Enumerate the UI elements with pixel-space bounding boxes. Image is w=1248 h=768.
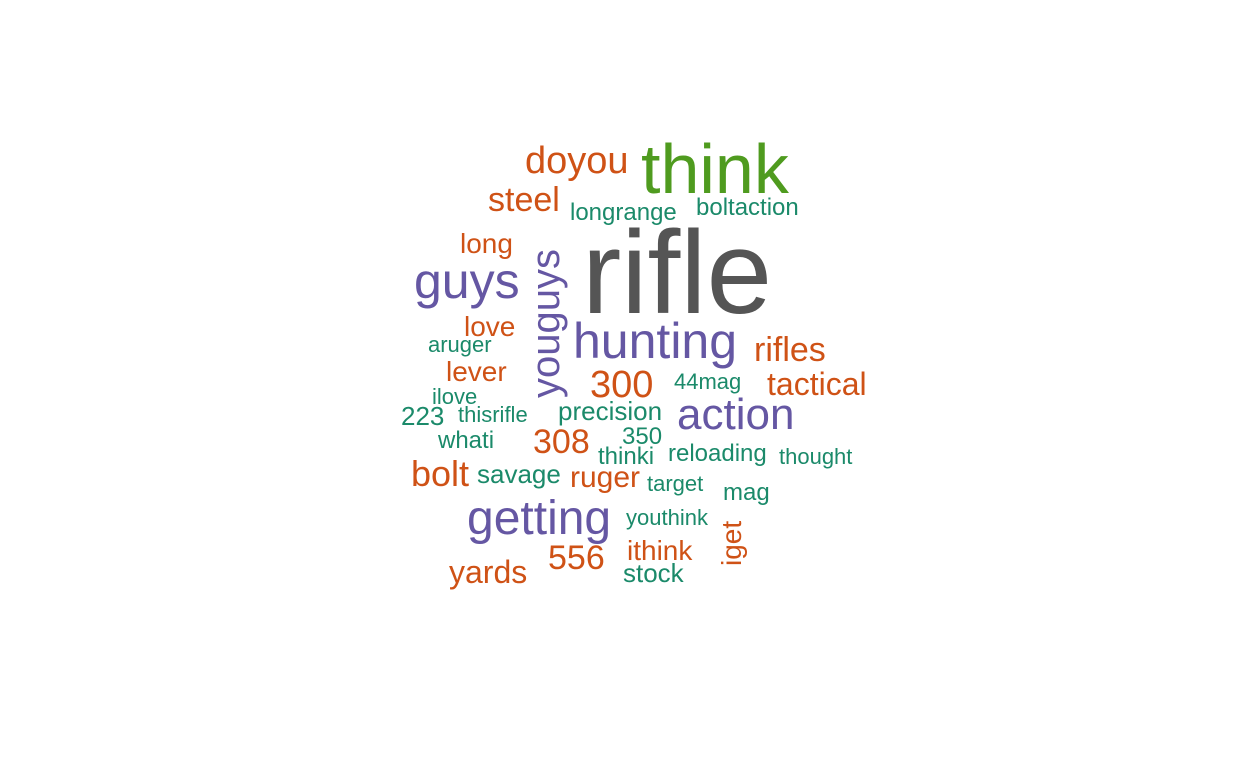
word-action: action: [677, 390, 795, 439]
word-yards: yards: [449, 554, 528, 590]
word-iget: iget: [716, 520, 747, 566]
word-rifles: rifles: [754, 331, 826, 369]
word-aruger: aruger: [428, 332, 492, 357]
word-mag: mag: [723, 479, 770, 506]
word-guys: guys: [414, 253, 520, 309]
word-youguys: youguys: [524, 249, 568, 398]
word-thought: thought: [779, 444, 853, 469]
word-long: long: [460, 228, 513, 259]
word-whati: whati: [438, 427, 495, 454]
word-lever: lever: [446, 356, 507, 387]
word-ilove: ilove: [432, 384, 478, 409]
word-ithink: ithink: [627, 535, 693, 566]
word-youthink: youthink: [626, 505, 708, 530]
word-longrange: longrange: [570, 199, 677, 226]
word-350: 350: [622, 423, 663, 450]
word-rifle: rifle: [582, 207, 773, 339]
word-steel: steel: [488, 181, 560, 219]
word-ruger: ruger: [570, 461, 641, 494]
word-44mag: 44mag: [674, 369, 742, 394]
word-308: 308: [533, 423, 590, 461]
word-thisrifle: thisrifle: [458, 402, 528, 427]
word-doyou: doyou: [525, 140, 629, 182]
word-thinki: thinki: [598, 443, 655, 470]
word-300: 300: [590, 364, 654, 406]
word-getting: getting: [467, 492, 612, 545]
word-precision: precision: [558, 396, 663, 426]
word-556: 556: [548, 539, 605, 577]
word-think: think: [641, 130, 789, 208]
word-223: 223: [401, 401, 445, 431]
word-hunting: hunting: [573, 313, 738, 369]
word-love: love: [464, 311, 516, 342]
word-boltaction: boltaction: [696, 194, 799, 221]
word-target: target: [647, 471, 704, 496]
word-stock: stock: [623, 558, 684, 588]
word-bolt: bolt: [411, 453, 470, 494]
word-tactical: tactical: [767, 366, 867, 402]
word-savage: savage: [477, 459, 561, 489]
word-reloading: reloading: [668, 440, 767, 467]
